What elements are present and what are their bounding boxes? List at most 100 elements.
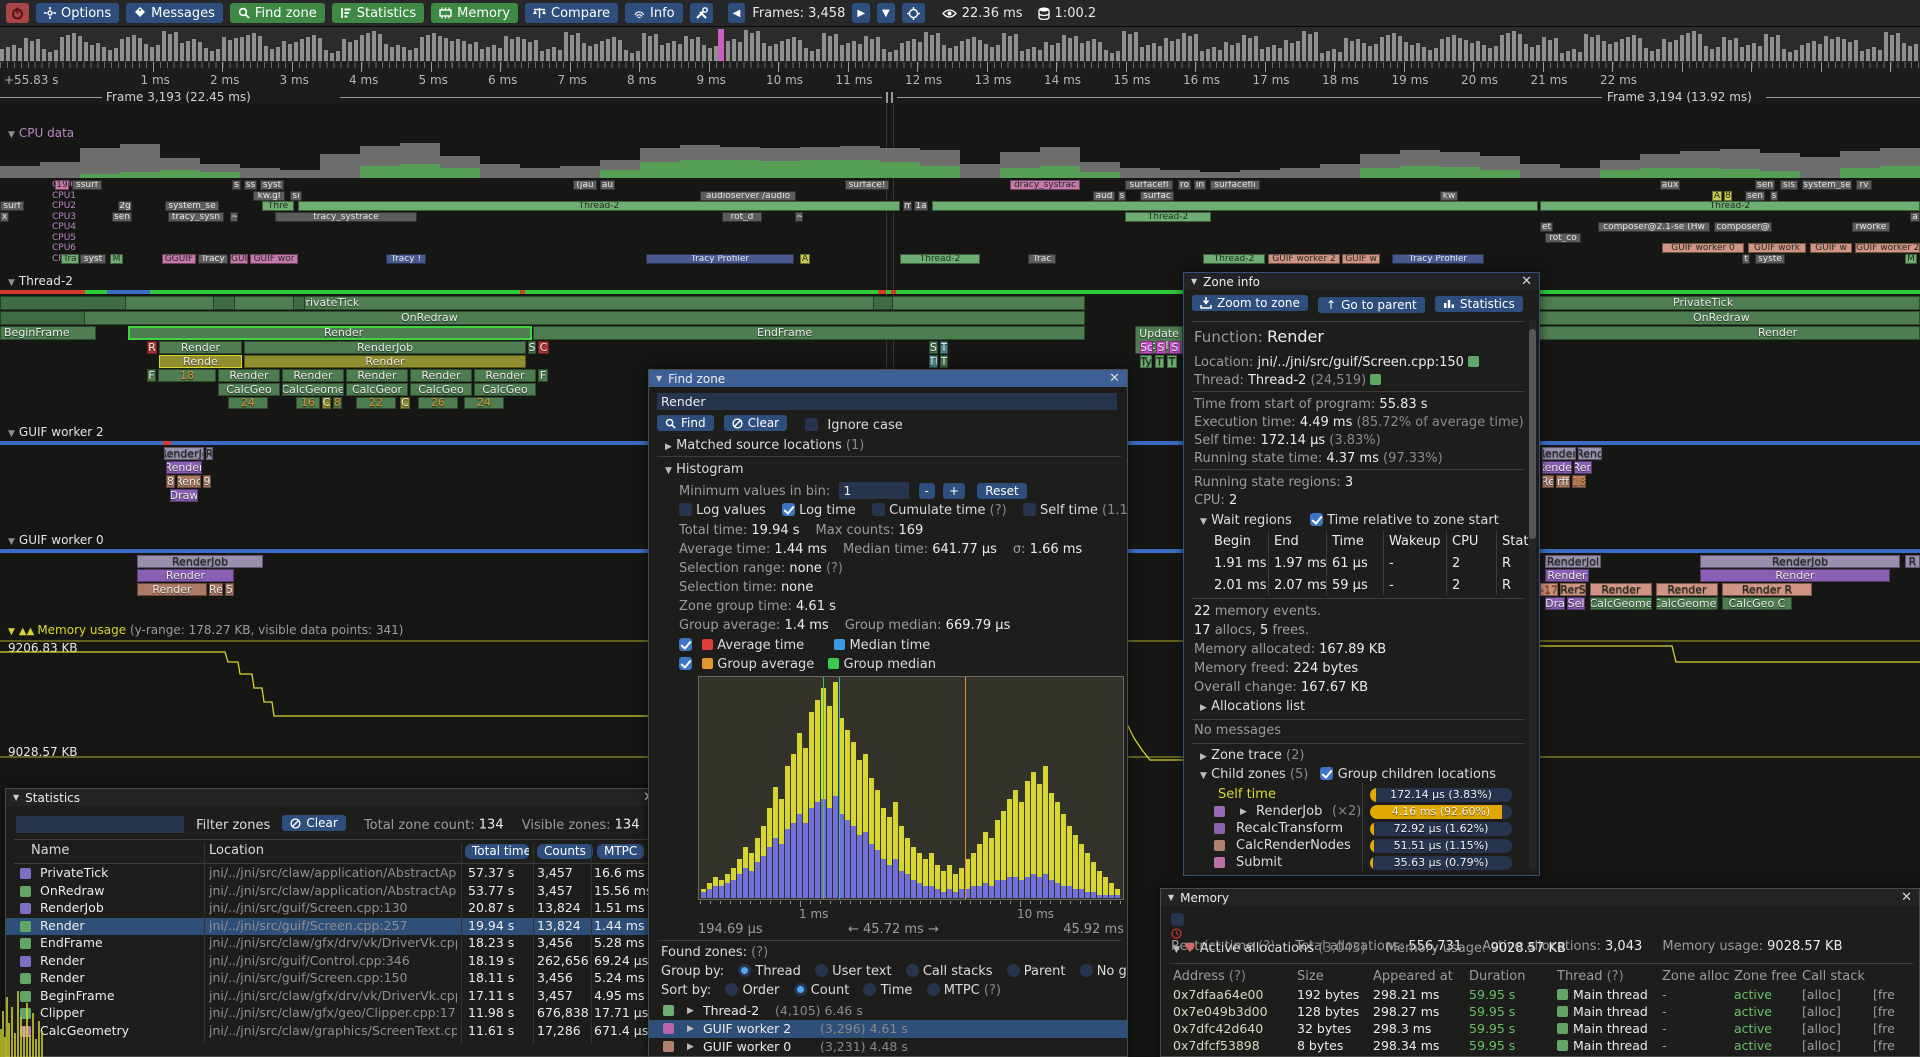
timeline-zone[interactable]: Tl [929, 355, 938, 368]
cpu-zone[interactable]: kw.gl [253, 190, 285, 201]
thread2-header[interactable]: ▼ Thread-2 [8, 274, 73, 288]
cpu-zone[interactable]: rot_co [1545, 232, 1581, 243]
timeline-zone[interactable]: 22 [356, 397, 396, 409]
col-counts[interactable]: Counts [537, 844, 593, 859]
radio-parent[interactable] [1006, 964, 1020, 977]
histogram-toggle[interactable]: ▼ Histogram [665, 462, 744, 477]
timeline-zone[interactable]: S [528, 341, 536, 354]
cpu-zone[interactable]: M [1905, 253, 1917, 264]
cpu-zone[interactable]: Thread-2 [298, 201, 900, 211]
timeline-zone[interactable]: -17 [1540, 583, 1558, 596]
memory-usage-header[interactable]: ▼ ▲▲ Memory usage (y-range: 178.27 KB, vis… [8, 623, 404, 637]
log-time-checkbox[interactable] [781, 503, 795, 516]
allocation-row[interactable]: 0x7e049b3d00 128 bytes 298.27 ms 59.95 s Mai… [1161, 1004, 1919, 1021]
timeline-zone[interactable]: 5 [225, 583, 234, 596]
timeline-zone[interactable]: Re [1542, 475, 1554, 488]
zone-trace-toggle[interactable]: ▶ Zone trace (2) [1200, 748, 1305, 763]
zoom-to-zone-button[interactable]: Zoom to zone [1192, 295, 1308, 311]
timeline-zone[interactable]: F [538, 369, 548, 382]
cpu-zone[interactable]: GUI [230, 253, 248, 264]
timeline-zone[interactable]: RenderJob [1700, 555, 1900, 568]
cpu-data-header[interactable]: ▼ CPU data [8, 126, 75, 140]
cpu-zone[interactable]: A [800, 253, 810, 264]
allocation-row[interactable]: 0x7dfaa64e00 192 bytes 298.21 ms 59.95 s Mai… [1161, 987, 1919, 1004]
min-bin-input[interactable] [839, 482, 910, 499]
timeline-zone[interactable]: RenderJob [137, 555, 263, 568]
cpu-zone[interactable]: Thre [262, 201, 294, 211]
cpu-zone[interactable]: Thread-2 [1203, 253, 1265, 264]
statistics-row[interactable]: RenderJob jni/../jni/src/guif/Screen.cpp:… [6, 900, 656, 917]
timeline-zone[interactable]: R [1905, 555, 1920, 568]
timeline-zone[interactable]: Render R [1722, 583, 1812, 596]
timeline-zone[interactable]: S [929, 341, 938, 354]
timeline-zone[interactable]: S [1169, 341, 1181, 354]
cpu-zone[interactable]: au [600, 180, 615, 190]
time-ruler[interactable]: +55.83 s 1 ms 2 ms 3 ms 4 ms 5 ms 6 ms 7 ms 8 m… [0, 62, 1920, 90]
statistics-row[interactable]: Clipper jni/../jni/src/claw/gfx/geo/Clipp… [6, 1005, 656, 1022]
alloc-callstack[interactable]: [alloc] [1802, 1021, 1841, 1036]
worker2-header[interactable]: ▼ GUIF worker 2 [8, 425, 104, 439]
frames-row[interactable]: Frame 3,193 (22.45 ms) Frame 3,194 (13.9… [0, 90, 1920, 104]
cpu-zone[interactable]: system_se [1802, 180, 1852, 190]
cpu-zone[interactable]: dracy_systrac [1010, 180, 1080, 190]
cpu-zone[interactable]: ~ [795, 211, 803, 222]
statistics-row[interactable]: Render jni/../jni/src/guif/Screen.cpp:257… [6, 917, 656, 935]
timeline-zone[interactable]: CalcGeomet [1656, 597, 1718, 610]
cpu-zone[interactable]: tracy_sysn [168, 211, 224, 222]
timeline-zone[interactable]: 26 [418, 397, 458, 409]
alloc-address[interactable]: 0x7e049b3d00 [1173, 1004, 1268, 1019]
radio-user-text[interactable] [814, 964, 828, 977]
statistics-row[interactable]: EndFrame jni/../jni/src/claw/gfx/drv/vk/D… [6, 935, 656, 952]
timeline-zone[interactable]: Rend [1578, 447, 1602, 460]
cpu-zone[interactable]: syste [1755, 253, 1785, 264]
expand-icon[interactable]: ▶ [687, 1006, 694, 1016]
timeline-zone[interactable]: 24 [464, 397, 504, 409]
alloc-callstack-free[interactable]: [fre [1873, 1021, 1895, 1036]
cpu-zone[interactable]: rv [1856, 180, 1872, 190]
col-total-time[interactable]: Total time [465, 844, 529, 859]
find-zone-search-input[interactable] [657, 393, 1117, 410]
cpu-zone[interactable]: ~ [230, 211, 238, 222]
alloc-callstack[interactable]: [alloc] [1802, 1038, 1841, 1053]
timeline-zone[interactable]: F [147, 369, 156, 382]
cpu-zone[interactable]: a [1910, 211, 1920, 222]
timeline-zone[interactable]: Render [137, 583, 207, 596]
statistics-row[interactable]: CalcGeometry jni/../jni/src/claw/graphics… [6, 1023, 656, 1040]
timeline-zone[interactable]: 18 [1572, 475, 1586, 488]
alloc-address[interactable]: 0x7dfcf53898 [1173, 1038, 1260, 1053]
timeline-zone[interactable]: C [538, 341, 549, 354]
cpu-zone[interactable]: GUIF work [1748, 243, 1806, 253]
timeline-zone[interactable]: EndFrame [533, 326, 1085, 340]
allocation-row[interactable]: 0x7dfcf53898 8 bytes 298.34 ms 59.95 s Main … [1161, 1038, 1919, 1055]
cpu-zone[interactable]: Tracy ! [386, 253, 426, 264]
statistics-row[interactable]: BeginFrame jni/../jni/src/claw/gfx/drv/vk… [6, 988, 656, 1005]
next-frame-button[interactable]: ▶ [852, 3, 871, 23]
cpu-zone[interactable]: sen [112, 211, 132, 222]
power-button[interactable] [6, 3, 29, 23]
tools-button[interactable] [689, 3, 713, 23]
memory-titlebar[interactable]: ▼ Memory ✕ [1161, 889, 1919, 906]
cpu-zone[interactable]: GUIF w [1342, 253, 1380, 264]
timeline-zone[interactable]: Ren [1574, 461, 1592, 474]
cpu-zone[interactable]: GGUIF [162, 253, 196, 264]
timeline-zone[interactable]: RenderJob [244, 341, 526, 354]
cpu-zone[interactable]: surfacefl [1125, 180, 1173, 190]
alloc-callstack[interactable]: [alloc] [1802, 987, 1841, 1002]
timeline-zone[interactable]: BeginFrame [0, 326, 96, 340]
timeline-zone[interactable]: 16 [296, 397, 320, 409]
cpu-zone[interactable]: 1a [914, 201, 928, 211]
child-zones-toggle[interactable]: ▼ Child zones (5) Group children locatio… [1200, 767, 1496, 782]
filter-clear-button[interactable]: Clear [282, 815, 346, 831]
find-zone-button[interactable]: Find zone [229, 3, 325, 23]
cpu-zone[interactable] [932, 201, 1538, 211]
cpu-zone[interactable]: t [1742, 253, 1750, 264]
timeline-zone[interactable]: Render [282, 369, 344, 382]
timeline-zone[interactable]: S [1156, 341, 1166, 354]
focus-frame-button[interactable] [901, 3, 925, 23]
timeline-zone[interactable]: Sel [1567, 597, 1585, 610]
expand-icon[interactable]: ▶ [1240, 807, 1247, 817]
timeline-zone[interactable]: C [400, 397, 410, 409]
timeline-zone[interactable]: CalcGeome [282, 383, 344, 396]
matched-locations[interactable]: ▶ Matched source locations (1) [665, 438, 865, 453]
timeline-zone[interactable]: Render [128, 326, 532, 340]
